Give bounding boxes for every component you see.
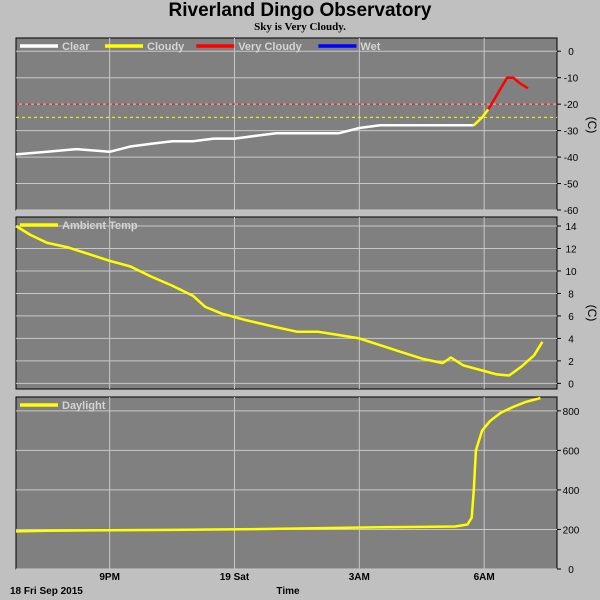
ambient-grid	[16, 217, 557, 389]
sky-series	[15, 76, 529, 156]
x-tick-label: 6AM	[474, 572, 495, 583]
y-tick-label: 0	[568, 565, 574, 576]
y-tick-label: 600	[563, 446, 580, 457]
sky-thresholds	[16, 103, 557, 118]
daylight-legend: Daylight	[20, 400, 106, 412]
sky-plot-area	[15, 37, 558, 211]
y-tick-label: -30	[564, 127, 579, 138]
legend-label: Ambient Temp	[62, 220, 138, 232]
x-axis-title: Time	[276, 586, 300, 597]
page-title: Riverland Dingo Observatory	[168, 0, 432, 21]
series-line	[15, 396, 541, 533]
ambient-series	[15, 224, 544, 377]
legend-label: Cloudy	[147, 41, 185, 53]
daylight-series	[15, 396, 541, 533]
ambient-legend: Ambient Temp	[20, 220, 138, 232]
legend-label: Daylight	[62, 400, 106, 412]
y-tick-label: 400	[563, 486, 580, 497]
x-tick-label: 3AM	[349, 572, 370, 583]
y-tick-label: 8	[568, 289, 574, 300]
y-tick-label: -50	[564, 180, 579, 191]
y-tick-label: 800	[563, 407, 580, 418]
ambient-y-ticks: 14 12 10 8 6 4 2 0	[557, 222, 577, 390]
y-tick-label: -40	[564, 153, 579, 164]
series-line	[15, 224, 544, 377]
series-line	[487, 76, 529, 111]
x-tick-label: 19 Sat	[220, 572, 250, 583]
daylight-plot-area	[15, 396, 558, 570]
y-tick-label: -20	[564, 100, 579, 111]
y-tick-label: 2	[568, 357, 574, 368]
sky-legend: Clear Cloudy Very Cloudy Wet	[20, 41, 381, 53]
y-tick-label: -60	[564, 206, 579, 217]
ambient-y-unit: (C)	[585, 305, 599, 322]
y-tick-label: 12	[565, 244, 577, 255]
ambient-plot-area	[15, 216, 558, 390]
y-tick-label: 10	[565, 267, 577, 278]
y-tick-label: 6	[568, 312, 574, 323]
y-tick-label: 4	[568, 334, 574, 345]
daylight-y-ticks: 800 600 400 200 0	[557, 407, 580, 576]
x-tick-label: 9PM	[99, 572, 120, 583]
sky-temperature-panel: 0 -10 -20 -30 -40 -50 -60 Clear Cloudy Very Clou…	[15, 37, 599, 217]
ambient-temperature-panel: 14 12 10 8 6 4 2 0 Ambient Temp (C)	[15, 216, 599, 390]
sky-y-unit: (C)	[585, 117, 599, 134]
y-tick-label: 0	[568, 47, 574, 58]
legend-label: Wet	[360, 41, 380, 53]
x-axis-date-label: 18 Fri Sep 2015	[10, 586, 83, 597]
series-line	[15, 124, 474, 156]
legend-label: Clear	[62, 41, 90, 53]
daylight-panel: 800 600 400 200 0 Daylight	[15, 396, 580, 576]
y-tick-label: 200	[563, 525, 580, 536]
sky-status-subtitle: Sky is Very Cloudy.	[254, 21, 346, 33]
series-line	[472, 108, 490, 127]
x-axis-ticks: 9PM 19 Sat 3AM 6AM	[99, 572, 494, 583]
y-tick-label: 0	[568, 379, 574, 390]
sky-y-ticks: 0 -10 -20 -30 -40 -50 -60	[557, 47, 579, 217]
legend-label: Very Cloudy	[238, 41, 302, 53]
y-tick-label: -10	[564, 74, 579, 85]
y-tick-label: 14	[565, 222, 577, 233]
